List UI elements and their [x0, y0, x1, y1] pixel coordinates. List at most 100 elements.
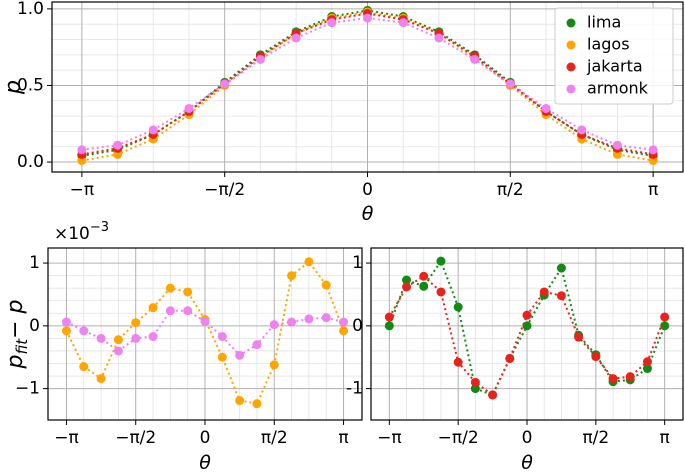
marker: [217, 332, 227, 342]
y-tick-label: 1: [352, 253, 363, 273]
y-offset-label: ×10−3: [54, 220, 109, 245]
x-tick-label: −π: [70, 180, 94, 200]
marker: [402, 282, 412, 292]
x-tick-label: 0: [200, 428, 211, 448]
marker: [642, 357, 652, 367]
marker: [79, 326, 89, 336]
marker: [577, 125, 587, 135]
marker: [321, 280, 331, 290]
marker: [131, 318, 141, 328]
marker: [235, 396, 245, 406]
y-tick-label: 0.0: [17, 152, 44, 172]
marker: [113, 140, 123, 150]
marker: [419, 271, 429, 281]
marker: [287, 271, 297, 281]
legend-label: jakarta: [586, 57, 643, 76]
marker: [453, 302, 463, 312]
axes: −π −π/2 0 π/2 π -1 0 1 θ: [346, 247, 684, 474]
legend-label: armonk: [587, 79, 649, 98]
marker: [470, 384, 480, 394]
y-offset-base: ×10: [54, 224, 90, 244]
marker: [165, 306, 175, 316]
marker: [287, 317, 297, 327]
marker: [220, 79, 230, 89]
marker: [327, 18, 337, 28]
marker: [434, 33, 444, 43]
marker: [541, 103, 551, 113]
x-tick-label: −π/2: [115, 428, 156, 448]
legend-marker: [566, 40, 576, 50]
x-tick-label: π/2: [582, 428, 609, 448]
y-tick-label: −1: [15, 379, 40, 399]
marker: [648, 145, 658, 155]
marker: [269, 360, 279, 370]
marker: [183, 306, 193, 316]
frame: [51, 1, 684, 173]
y-tick-label: -1: [346, 379, 363, 399]
marker: [470, 54, 480, 64]
x-axis-label: θ: [521, 452, 533, 474]
marker: [131, 333, 141, 343]
legend-marker: [566, 18, 576, 28]
x-axis-label: θ: [199, 452, 211, 474]
marker: [96, 374, 106, 384]
frame: [47, 247, 363, 421]
marker: [642, 364, 652, 374]
x-axis-label: θ: [362, 203, 374, 225]
marker: [339, 326, 349, 336]
marker: [470, 377, 480, 387]
marker: [505, 79, 515, 89]
y-tick-label: 0.5: [17, 75, 44, 95]
marker: [625, 372, 635, 382]
x-tick-label: π: [338, 428, 348, 448]
y-tick-label: 0: [29, 316, 40, 336]
marker: [402, 275, 412, 285]
marker: [419, 281, 429, 291]
marker: [148, 332, 158, 342]
series-line: [81, 12, 654, 156]
marker: [612, 140, 622, 150]
marker: [522, 310, 532, 320]
marker: [255, 54, 265, 64]
y-tick-label: 1: [29, 253, 40, 273]
x-tick-label: 0: [362, 180, 373, 200]
y-tick-label: 1.0: [17, 0, 44, 19]
series-line: [81, 10, 654, 162]
marker: [384, 321, 394, 331]
y-axis-label-part: − p: [3, 300, 28, 339]
marker: [321, 313, 331, 323]
legend-label: lagos: [587, 35, 630, 54]
marker: [235, 350, 245, 360]
marker: [539, 287, 549, 297]
marker: [77, 145, 87, 155]
y-tick-label: 0: [352, 316, 363, 336]
marker: [165, 283, 175, 293]
x-tick-label: −π/2: [438, 428, 479, 448]
marker: [660, 321, 670, 331]
marker: [436, 287, 446, 297]
marker: [505, 353, 515, 363]
axes: −π −π/2 0 π/2 π 0.0 0.5 1.0 θ p lima lagos jakarta ar…: [1, 0, 684, 225]
marker: [269, 320, 279, 330]
marker: [148, 303, 158, 313]
x-tick-label: −π/2: [204, 180, 245, 200]
marker: [252, 399, 262, 409]
x-tick-label: π/2: [261, 428, 288, 448]
x-tick-label: −π: [54, 428, 78, 448]
x-tick-label: π/2: [497, 180, 524, 200]
marker: [556, 263, 566, 273]
y-axis-label: pfit− p: [3, 300, 31, 370]
legend-label: lima: [587, 13, 621, 32]
marker: [113, 335, 123, 345]
y-axis-label: p: [1, 80, 26, 95]
marker: [113, 346, 123, 356]
x-tick-label: π: [660, 428, 670, 448]
marker: [61, 317, 71, 327]
marker: [79, 362, 89, 372]
marker: [96, 333, 106, 343]
marker: [61, 326, 71, 336]
axes: −π −π/2 0 π/2 π −1 0 1 θ pfit− p ×10−3: [3, 220, 363, 474]
y-offset-exp: −3: [90, 220, 109, 235]
marker: [436, 256, 446, 266]
